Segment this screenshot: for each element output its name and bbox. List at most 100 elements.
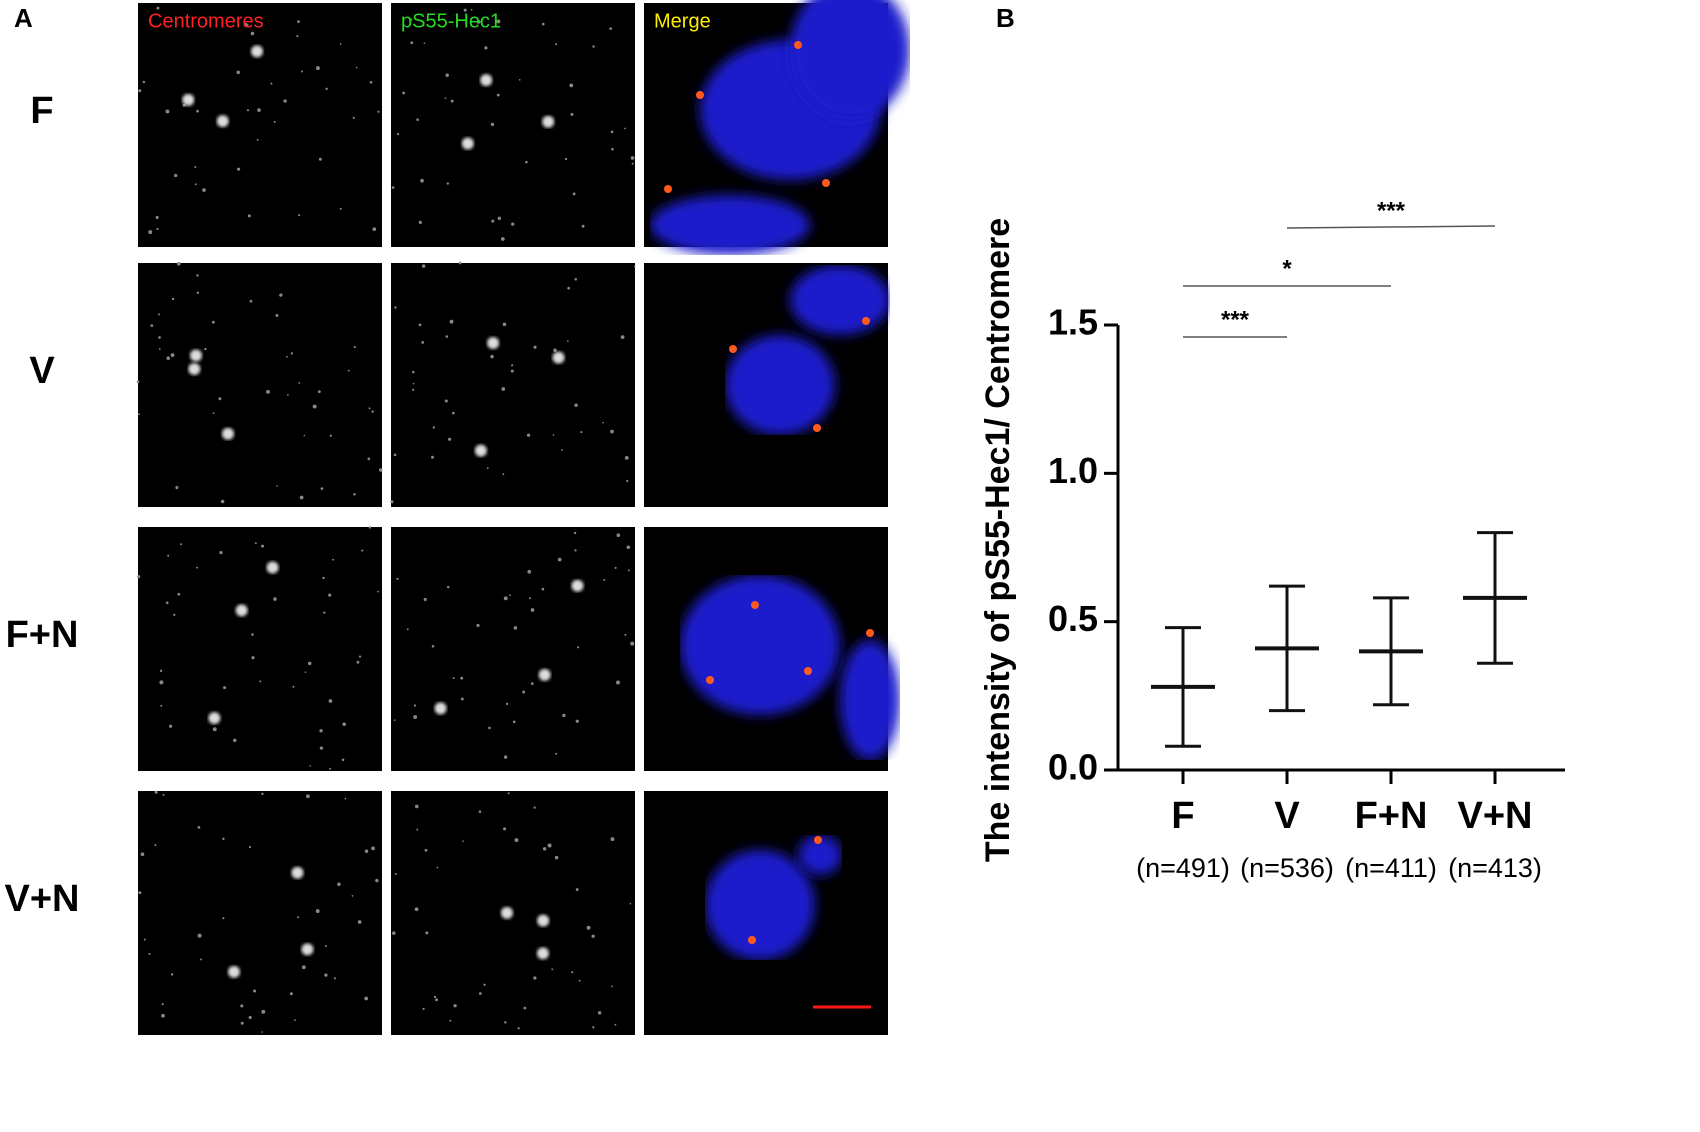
signal-spot	[538, 668, 551, 681]
signal-spot	[251, 45, 264, 58]
speckle	[200, 958, 202, 961]
speckle	[372, 227, 377, 231]
speckle	[393, 453, 397, 457]
speckle	[575, 719, 579, 723]
speckle	[631, 162, 634, 165]
speckle	[219, 550, 223, 555]
micrograph	[391, 791, 635, 1035]
speckle	[633, 265, 636, 268]
speckle	[611, 147, 614, 151]
x-tick-label: F+N	[1355, 795, 1428, 837]
speckle	[421, 340, 425, 344]
significance-label: *	[1282, 255, 1292, 282]
speckle	[555, 752, 558, 755]
speckle	[161, 1013, 165, 1018]
speckle	[307, 661, 312, 666]
merge-overlay	[650, 0, 910, 255]
speckle	[324, 973, 328, 977]
speckle	[433, 995, 437, 999]
speckle	[196, 109, 199, 113]
speckle	[283, 99, 287, 103]
speckle	[630, 641, 635, 646]
speckle	[624, 455, 629, 460]
speckle	[616, 533, 621, 538]
speckle	[414, 907, 419, 912]
speckle	[523, 1006, 527, 1010]
speckle	[329, 434, 332, 437]
speckle	[396, 577, 399, 580]
kinetochore	[866, 629, 874, 637]
speckle	[140, 852, 145, 857]
chromatin	[725, 335, 835, 435]
x-tick-label: V+N	[1458, 795, 1533, 837]
kinetochore	[664, 185, 672, 193]
speckle	[161, 1003, 164, 1006]
speckle	[525, 160, 528, 164]
speckle	[411, 388, 415, 391]
speckle	[446, 182, 449, 185]
speckle	[138, 89, 142, 93]
speckle	[243, 22, 248, 27]
speckle	[165, 109, 170, 114]
column-header: Merge	[654, 10, 711, 32]
speckle	[446, 585, 450, 589]
n-label: (n=491)	[1136, 853, 1230, 883]
speckle	[496, 93, 500, 97]
speckle	[572, 192, 576, 196]
speckle	[212, 727, 217, 732]
speckle	[174, 173, 178, 178]
speckle	[522, 690, 526, 694]
speckle	[379, 468, 383, 472]
signal-spot	[228, 965, 241, 978]
speckle	[160, 704, 163, 707]
speckle	[423, 597, 427, 602]
speckle	[567, 340, 569, 342]
speckle	[162, 793, 165, 796]
speckle	[353, 345, 356, 349]
significance-label: ***	[1221, 306, 1250, 333]
speckle	[312, 404, 317, 409]
speckle	[541, 22, 545, 26]
speckle	[512, 720, 516, 724]
speckle	[452, 677, 455, 680]
speckle	[463, 8, 467, 12]
speckle	[514, 838, 519, 843]
speckle	[328, 593, 332, 597]
speckle	[592, 45, 595, 48]
signal-spot	[216, 115, 229, 128]
speckle	[533, 976, 537, 980]
speckle	[630, 156, 635, 160]
kinetochore	[748, 936, 756, 944]
speckle	[511, 222, 515, 226]
speckle	[339, 43, 342, 46]
signal-spot	[182, 93, 195, 106]
speckle	[423, 42, 426, 44]
speckle	[289, 992, 293, 996]
signal-spot	[571, 579, 584, 592]
speckle	[344, 797, 347, 800]
speckle	[351, 895, 354, 897]
speckle	[557, 557, 562, 562]
speckle	[410, 41, 414, 45]
speckle	[416, 118, 419, 121]
speckle	[180, 543, 183, 546]
speckle	[257, 108, 261, 112]
speckle	[414, 804, 419, 809]
signal-spot	[266, 561, 279, 574]
speckle	[251, 656, 255, 660]
signal-spot	[537, 914, 550, 927]
speckle	[254, 542, 257, 545]
speckle	[476, 19, 481, 24]
signal-spot	[536, 947, 549, 960]
speckle	[610, 429, 614, 434]
speckle	[329, 767, 332, 770]
speckle	[159, 669, 163, 673]
significance-line	[1286, 225, 1496, 229]
speckle	[361, 549, 364, 552]
speckle	[476, 623, 480, 628]
speckle	[194, 183, 197, 186]
speckle	[156, 6, 160, 10]
speckle	[156, 227, 159, 231]
speckle	[270, 82, 273, 85]
row-label: F	[30, 90, 53, 132]
